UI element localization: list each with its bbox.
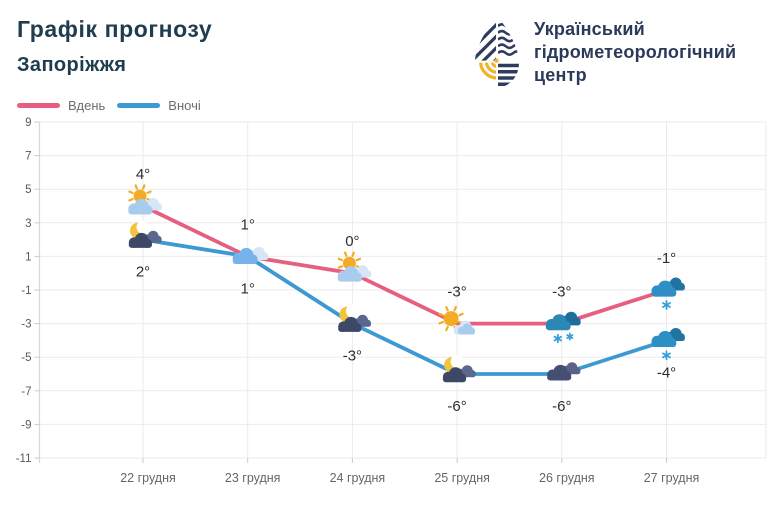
- weather-icon-sun-small-cloud: [438, 306, 475, 335]
- svg-text:25 грудня: 25 грудня: [434, 471, 490, 485]
- day-line-swatch: [17, 102, 60, 108]
- svg-text:-3°: -3°: [447, 284, 466, 301]
- svg-text:7: 7: [25, 151, 31, 163]
- weather-icon-snow-cloud: [651, 327, 685, 361]
- y-axis-labels: 9 7 5 3 1 -1 -3 -5 -7 -9 -11: [16, 117, 32, 465]
- svg-text:-6°: -6°: [552, 398, 571, 415]
- org-name: Український гідрометеорологічний центр: [534, 18, 736, 87]
- svg-text:-5: -5: [21, 352, 31, 364]
- weather-icon-moon-cloud: [128, 220, 162, 248]
- svg-text:-7: -7: [21, 386, 31, 398]
- org-name-line-1: Український: [534, 19, 645, 39]
- weather-icon-moon-cloud: [442, 355, 476, 383]
- weather-icon-sun-cloud: [128, 184, 162, 215]
- svg-text:-3°: -3°: [552, 284, 571, 301]
- night-line: [141, 237, 669, 376]
- svg-text:27 грудня: 27 грудня: [644, 471, 700, 485]
- legend-label-day: Вдень: [68, 97, 106, 113]
- org-name-line-3: центр: [534, 65, 587, 85]
- svg-text:-6°: -6°: [447, 398, 466, 415]
- hydromet-logo: Український гідрометеорологічний центр: [472, 14, 736, 90]
- svg-text:3: 3: [25, 218, 31, 230]
- page-title: Графік прогнозу: [17, 16, 213, 42]
- svg-text:23 грудня: 23 грудня: [225, 471, 281, 485]
- legend-label-night: Вночі: [168, 97, 201, 113]
- weather-icon-snow-cloud: [651, 277, 685, 310]
- svg-text:5: 5: [25, 184, 31, 196]
- svg-text:0°: 0°: [345, 233, 359, 250]
- weather-icon-moon-cloud: [338, 304, 371, 332]
- weather-icon-dark-cloud: [547, 362, 581, 381]
- x-axis-labels: 22 грудня 23 грудня 24 грудня 25 грудня 26 г…: [120, 471, 699, 485]
- day-line: [141, 204, 669, 326]
- day-temp-labels: 4° 1° 0° -3° -3° -1°: [136, 166, 676, 301]
- header: Графік прогнозу Запоріжжя: [17, 16, 212, 77]
- svg-text:22 грудня: 22 грудня: [120, 471, 176, 485]
- legend-item-night[interactable]: Вночі: [117, 97, 201, 113]
- y-gridlines: [39, 121, 766, 459]
- svg-text:-1°: -1°: [657, 250, 676, 267]
- svg-text:24 грудня: 24 грудня: [330, 471, 386, 485]
- city-subtitle: Запоріжжя: [17, 54, 127, 76]
- svg-text:1: 1: [25, 251, 31, 263]
- night-line-swatch: [117, 102, 161, 108]
- svg-text:1°: 1°: [241, 216, 255, 233]
- svg-text:9: 9: [25, 117, 31, 129]
- svg-text:-3°: -3°: [343, 348, 362, 365]
- axis-tick-marks: [34, 121, 667, 463]
- night-temp-labels: 2° 1° -3° -6° -6° -4°: [136, 264, 676, 415]
- svg-text:4°: 4°: [136, 166, 150, 183]
- svg-text:-11: -11: [16, 453, 32, 465]
- svg-text:-3: -3: [21, 319, 31, 331]
- water-drop-logo-icon: [474, 15, 520, 86]
- legend-item-day[interactable]: Вдень: [17, 98, 105, 113]
- forecast-chart: 9 7 5 3 1 -1 -3 -5 -7 -9 -11 22 грудня 23 грудня 24 г…: [16, 117, 767, 485]
- svg-text:-4°: -4°: [657, 364, 676, 381]
- svg-text:2°: 2°: [136, 264, 150, 281]
- chart-legend: Вдень Вночі: [17, 97, 213, 113]
- svg-text:-9: -9: [21, 419, 31, 431]
- svg-text:-1: -1: [21, 285, 31, 297]
- weather-icon-cloud: [232, 246, 269, 264]
- org-name-line-2: гідрометеорологічний: [534, 42, 737, 62]
- logo-center-dot: [494, 58, 499, 63]
- weather-icon-snow-showers-cloud: [545, 311, 581, 344]
- weather-icon-sun-cloud: [337, 251, 372, 282]
- svg-text:1°: 1°: [241, 280, 255, 297]
- svg-text:26 грудня: 26 грудня: [539, 471, 595, 485]
